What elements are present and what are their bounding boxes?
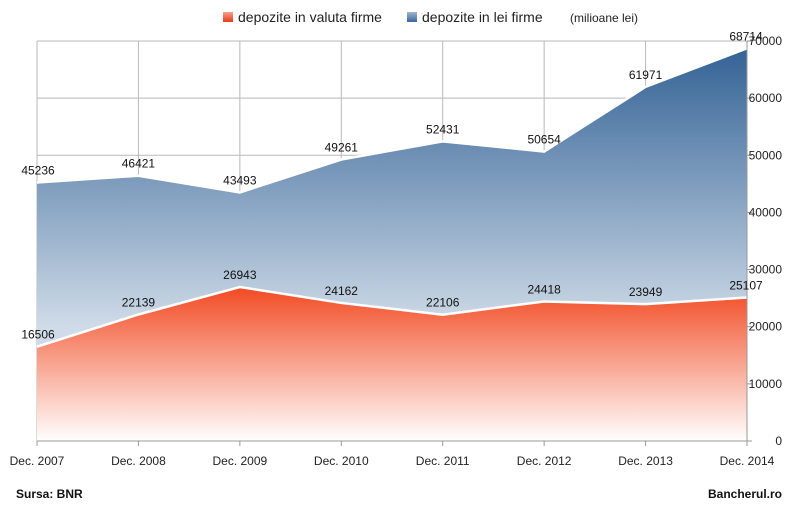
y-tick-label: 0 (775, 434, 782, 448)
data-label-valuta: 26943 (223, 268, 257, 282)
x-tick-label: Dec. 2008 (111, 454, 166, 468)
legend: depozite in valuta firme depozite in lei… (223, 9, 638, 25)
x-tick-label: Dec. 2011 (416, 454, 470, 468)
series-line-lei (36, 47, 748, 194)
x-tick-label: Dec. 2007 (10, 454, 65, 468)
series-areas (36, 47, 748, 441)
data-label-lei: 68714 (729, 29, 763, 43)
legend-label-valuta: depozite in valuta firme (238, 9, 382, 25)
data-label-lei: 46421 (122, 157, 156, 171)
series-area-valuta (37, 287, 747, 441)
series-line-valuta (36, 285, 748, 348)
data-label-lei: 52431 (426, 122, 460, 136)
legend-label-lei: depozite in lei firme (422, 9, 543, 25)
data-label-valuta: 23949 (629, 285, 663, 299)
data-label-valuta: 25107 (729, 279, 763, 293)
brand-watermark: Bancherul.ro (708, 487, 782, 501)
data-label-lei: 50654 (527, 133, 561, 147)
y-tick-label: 60000 (749, 91, 783, 105)
x-axis-tick-labels: Dec. 2007 Dec. 2008 Dec. 2009 Dec. 2010 Dec.… (10, 454, 775, 468)
x-tick-label: Dec. 2012 (517, 454, 572, 468)
data-label-valuta: 22106 (426, 296, 460, 310)
data-label-lei: 43493 (223, 173, 257, 187)
x-tick-label: Dec. 2013 (618, 454, 673, 468)
legend-swatch-valuta (223, 12, 233, 22)
data-label-valuta: 24162 (325, 284, 359, 298)
data-label-lei: 45236 (21, 164, 55, 178)
x-tick-label: Dec. 2010 (314, 454, 369, 468)
y-tick-label: 40000 (749, 205, 783, 219)
y-tick-label: 10000 (749, 377, 783, 391)
data-label-valuta: 16506 (21, 328, 55, 342)
y-tick-label: 50000 (749, 148, 783, 162)
legend-swatch-lei (407, 12, 417, 22)
y-tick-label: 30000 (749, 263, 783, 277)
data-label-lei: 49261 (325, 141, 359, 155)
x-tick-label: Dec. 2009 (213, 454, 268, 468)
y-tick-label: 20000 (749, 320, 783, 334)
data-label-lei: 61971 (629, 68, 663, 82)
x-tick-label: Dec. 2014 (720, 454, 775, 468)
y-tick-label: 70000 (749, 34, 783, 48)
y-axis-tick-labels: 0 10000 20000 30000 40000 50000 60000 70000 (749, 34, 783, 448)
data-labels: 45236 46421 43493 49261 52431 50654 61971 68714… (21, 29, 763, 341)
data-label-valuta: 22139 (122, 295, 156, 309)
axes (36, 40, 752, 446)
legend-unit: (milioane lei) (570, 11, 638, 25)
source-note: Sursa: BNR (16, 487, 83, 501)
data-label-valuta: 24418 (527, 282, 561, 296)
